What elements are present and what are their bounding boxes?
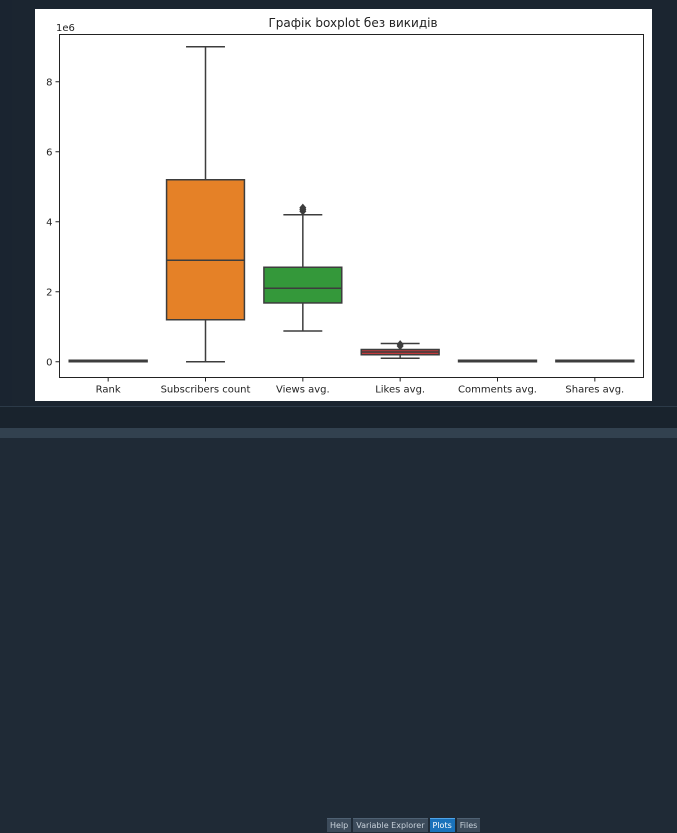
plot-image[interactable]: Графік boxplot без викидів 1e6 0 2 4 6 8 Ran… bbox=[35, 9, 652, 401]
y-tick-label: 6 bbox=[46, 147, 52, 158]
box-group bbox=[165, 46, 246, 363]
box-body bbox=[165, 179, 246, 321]
tab-plots[interactable]: Plots bbox=[429, 818, 455, 832]
x-tick-label: Views avg. bbox=[276, 385, 330, 396]
y-tick-label: 4 bbox=[46, 217, 52, 228]
x-tick-label: Shares avg. bbox=[565, 385, 624, 396]
box-group bbox=[263, 203, 343, 332]
boxplot-chart: Графік boxplot без викидів 1e6 0 2 4 6 8 Ran… bbox=[46, 16, 644, 396]
bottom-strip bbox=[0, 428, 677, 438]
chart-title: Графік boxplot без викидів bbox=[268, 16, 437, 30]
box-group bbox=[457, 359, 538, 363]
plots-pane: Графік boxplot без викидів 1e6 0 2 4 6 8 Ran… bbox=[0, 0, 677, 406]
box-group bbox=[360, 340, 440, 359]
status-bar: Help Variable Explorer Plots Files bbox=[0, 406, 677, 832]
y-tick-label: 8 bbox=[46, 77, 52, 88]
x-tick-label: Subscribers count bbox=[161, 385, 251, 396]
tab-files[interactable]: Files bbox=[456, 818, 481, 832]
plot-area-frame bbox=[59, 34, 644, 378]
box-group bbox=[68, 359, 148, 363]
x-axis: Rank Subscribers count Views avg. Likes avg… bbox=[96, 377, 624, 396]
tab-help[interactable]: Help bbox=[327, 818, 352, 832]
y-tick-label: 0 bbox=[46, 357, 52, 368]
outlier-point bbox=[396, 340, 404, 349]
x-tick-label: Likes avg. bbox=[375, 385, 425, 396]
x-tick-label: Comments avg. bbox=[458, 385, 537, 396]
y-axis: 0 2 4 6 8 bbox=[46, 77, 60, 368]
pane-tabs: Help Variable Explorer Plots Files bbox=[327, 818, 481, 832]
outlier-point bbox=[299, 203, 307, 212]
pane-left-rule bbox=[0, 0, 12, 406]
box-group bbox=[555, 359, 635, 363]
box-series bbox=[68, 46, 635, 363]
tab-variable-explorer[interactable]: Variable Explorer bbox=[353, 818, 428, 832]
x-tick-label: Rank bbox=[96, 385, 121, 396]
y-tick-label: 2 bbox=[46, 287, 52, 298]
y-scale-label: 1e6 bbox=[56, 23, 75, 34]
box-body bbox=[263, 266, 343, 304]
